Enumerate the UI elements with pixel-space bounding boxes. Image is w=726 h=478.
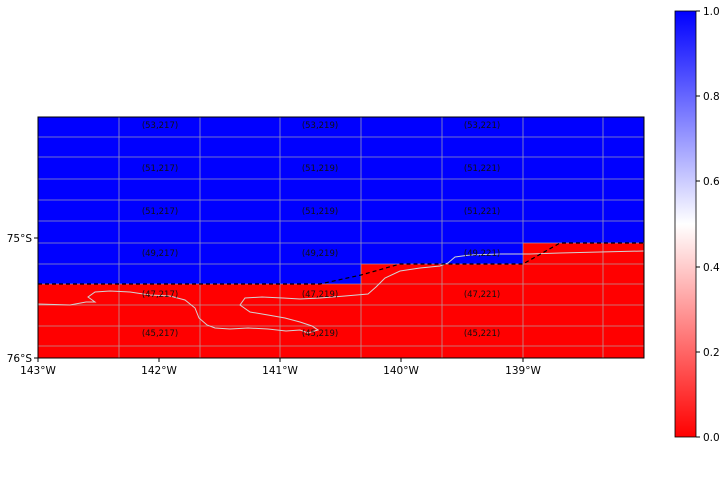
colorbar-gradient [674,10,697,438]
map-panel: (53,217) (53,219) (53,221) (51,217) (51,… [37,116,645,359]
cell-labels: (53,217) (53,219) (53,221) (51,217) (51,… [142,121,500,339]
colorbar-tick-label: 0.2 [703,347,720,359]
cell-label: (53,219) [302,121,338,131]
x-tick-label: 140°W [383,365,419,377]
cell-label: (47,221) [464,290,500,300]
contour-boundary [38,242,644,285]
colorbar-tick-label: 0.0 [703,432,720,444]
y-axis: 75°S 76°S [7,233,38,365]
cell-label: (53,217) [142,121,178,131]
gridlines [38,117,644,358]
x-axis: 143°W 142°W 141°W 140°W 139°W [20,358,541,377]
region-low [38,243,644,358]
colorbar-tick-label: 0.4 [703,262,720,274]
y-tick-label: 76°S [7,353,33,365]
cell-label: (51,219) [302,207,338,217]
cell-label: (49,217) [142,249,178,259]
x-tick-label: 142°W [141,365,177,377]
x-tick-label: 141°W [262,365,298,377]
cell-label: (47,217) [142,290,178,300]
cell-label: (51,217) [142,164,178,174]
x-tick-label: 143°W [20,365,56,377]
colorbar-ticks: 0.0 0.2 0.4 0.6 0.8 1.0 [696,6,720,444]
cell-label: (51,219) [302,164,338,174]
cell-label: (45,221) [464,329,500,339]
cell-label: (45,219) [302,329,338,339]
cell-label: (45,217) [142,329,178,339]
colorbar-tick-label: 0.8 [703,91,720,103]
coastline [37,250,645,334]
cell-label: (49,219) [302,249,338,259]
x-tick-label: 139°W [505,365,541,377]
cell-label: (53,221) [464,121,500,131]
cell-label: (47,219) [302,290,338,300]
y-tick-label: 75°S [7,233,33,245]
cell-label: (51,221) [464,164,500,174]
cell-label: (51,221) [464,207,500,217]
colorbar-tick-label: 0.6 [703,176,720,188]
cell-label: (49,221) [464,249,500,259]
cell-label: (51,217) [142,207,178,217]
colorbar: 0.0 0.2 0.4 0.6 0.8 1.0 [674,6,720,444]
colorbar-tick-label: 1.0 [703,6,720,18]
